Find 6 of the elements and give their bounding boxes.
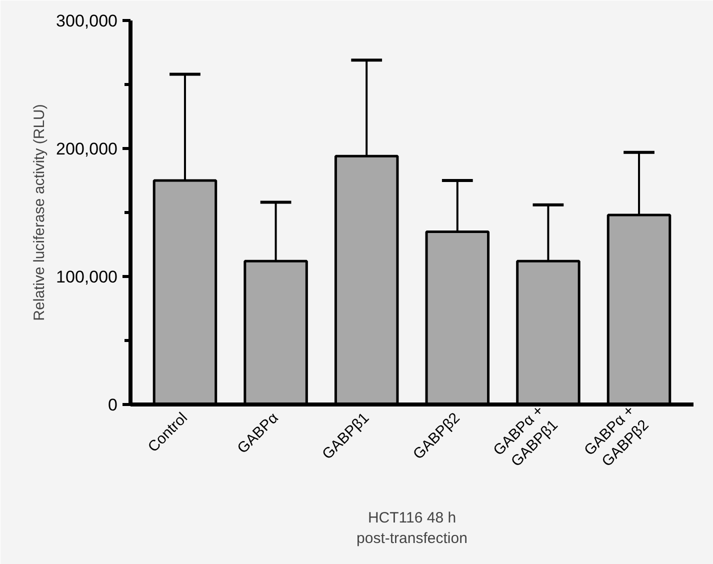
x-axis-title: HCT116 48 h post-transfection <box>356 510 468 548</box>
y-axis-title: Relative luciferase activity (RLU) <box>31 104 48 321</box>
y-tick-label: 0 <box>108 396 118 414</box>
y-tick-label: 200,000 <box>56 140 118 158</box>
y-tick-label: 100,000 <box>56 268 118 286</box>
y-tick-label: 300,000 <box>56 12 118 30</box>
